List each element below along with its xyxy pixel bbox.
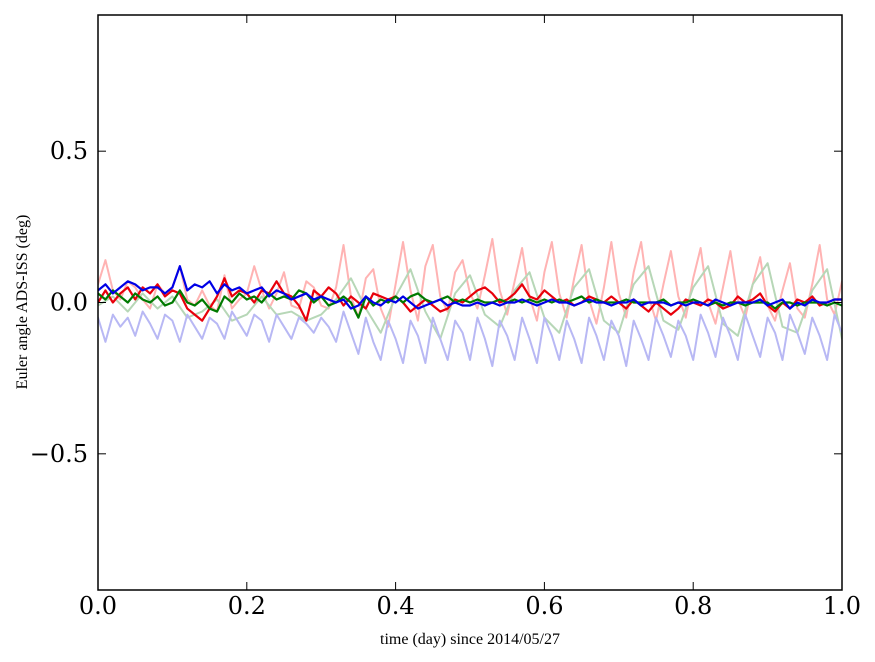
y-axis-label: Euler angle ADS-ISS (deg) bbox=[14, 215, 31, 390]
y-tick-label: 0.5 bbox=[50, 137, 88, 165]
x-tick-label: 0.6 bbox=[525, 592, 563, 620]
x-tick-labels: 0.0 0.2 0.4 0.6 0.8 1.0 bbox=[79, 592, 861, 620]
x-tick-label: 0.2 bbox=[228, 592, 266, 620]
series-lines bbox=[98, 237, 842, 368]
x-tick-label: 1.0 bbox=[823, 592, 861, 620]
series-line-6 bbox=[98, 265, 842, 310]
x-axis-label: time (day) since 2014/05/27 bbox=[380, 631, 560, 648]
plot-frame bbox=[97, 14, 843, 591]
x-tick-label: 0.0 bbox=[79, 592, 117, 620]
x-tick-label: 0.8 bbox=[674, 592, 712, 620]
y-tick-labels: −0.5 0.0 0.5 bbox=[30, 137, 88, 468]
y-tick-label: 0.0 bbox=[50, 289, 88, 317]
y-tick-label: −0.5 bbox=[30, 440, 88, 468]
series-line-3 bbox=[98, 310, 842, 368]
x-tick-label: 0.4 bbox=[377, 592, 415, 620]
series-line-5 bbox=[98, 289, 842, 319]
